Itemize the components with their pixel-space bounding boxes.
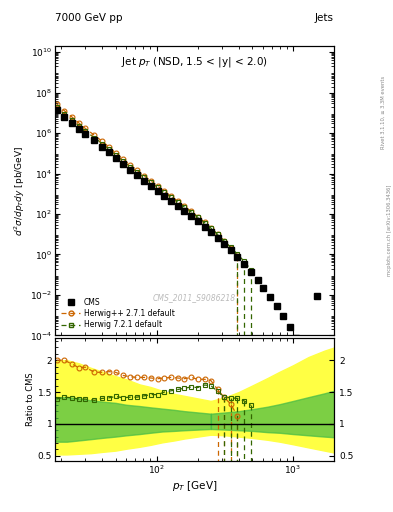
Legend: CMS, Herwig++ 2.7.1 default, Herwig 7.2.1 default: CMS, Herwig++ 2.7.1 default, Herwig 7.2.… — [59, 295, 177, 332]
Y-axis label: Ratio to CMS: Ratio to CMS — [26, 373, 35, 426]
Text: Jets: Jets — [315, 13, 334, 23]
Y-axis label: $d^{2}\sigma/dp_Tdy$ [pb/GeV]: $d^{2}\sigma/dp_Tdy$ [pb/GeV] — [13, 145, 27, 236]
Text: mcplots.cern.ch [arXiv:1306.3436]: mcplots.cern.ch [arXiv:1306.3436] — [387, 185, 391, 276]
Text: 7000 GeV pp: 7000 GeV pp — [55, 13, 123, 23]
Text: Rivet 3.1.10, ≥ 3.3M events: Rivet 3.1.10, ≥ 3.3M events — [381, 76, 386, 150]
Text: Jet $p_T$ (NSD, 1.5 < |y| < 2.0): Jet $p_T$ (NSD, 1.5 < |y| < 2.0) — [121, 55, 268, 69]
X-axis label: $p_T$ [GeV]: $p_T$ [GeV] — [172, 479, 217, 493]
Text: CMS_2011_S9086218: CMS_2011_S9086218 — [153, 293, 236, 302]
